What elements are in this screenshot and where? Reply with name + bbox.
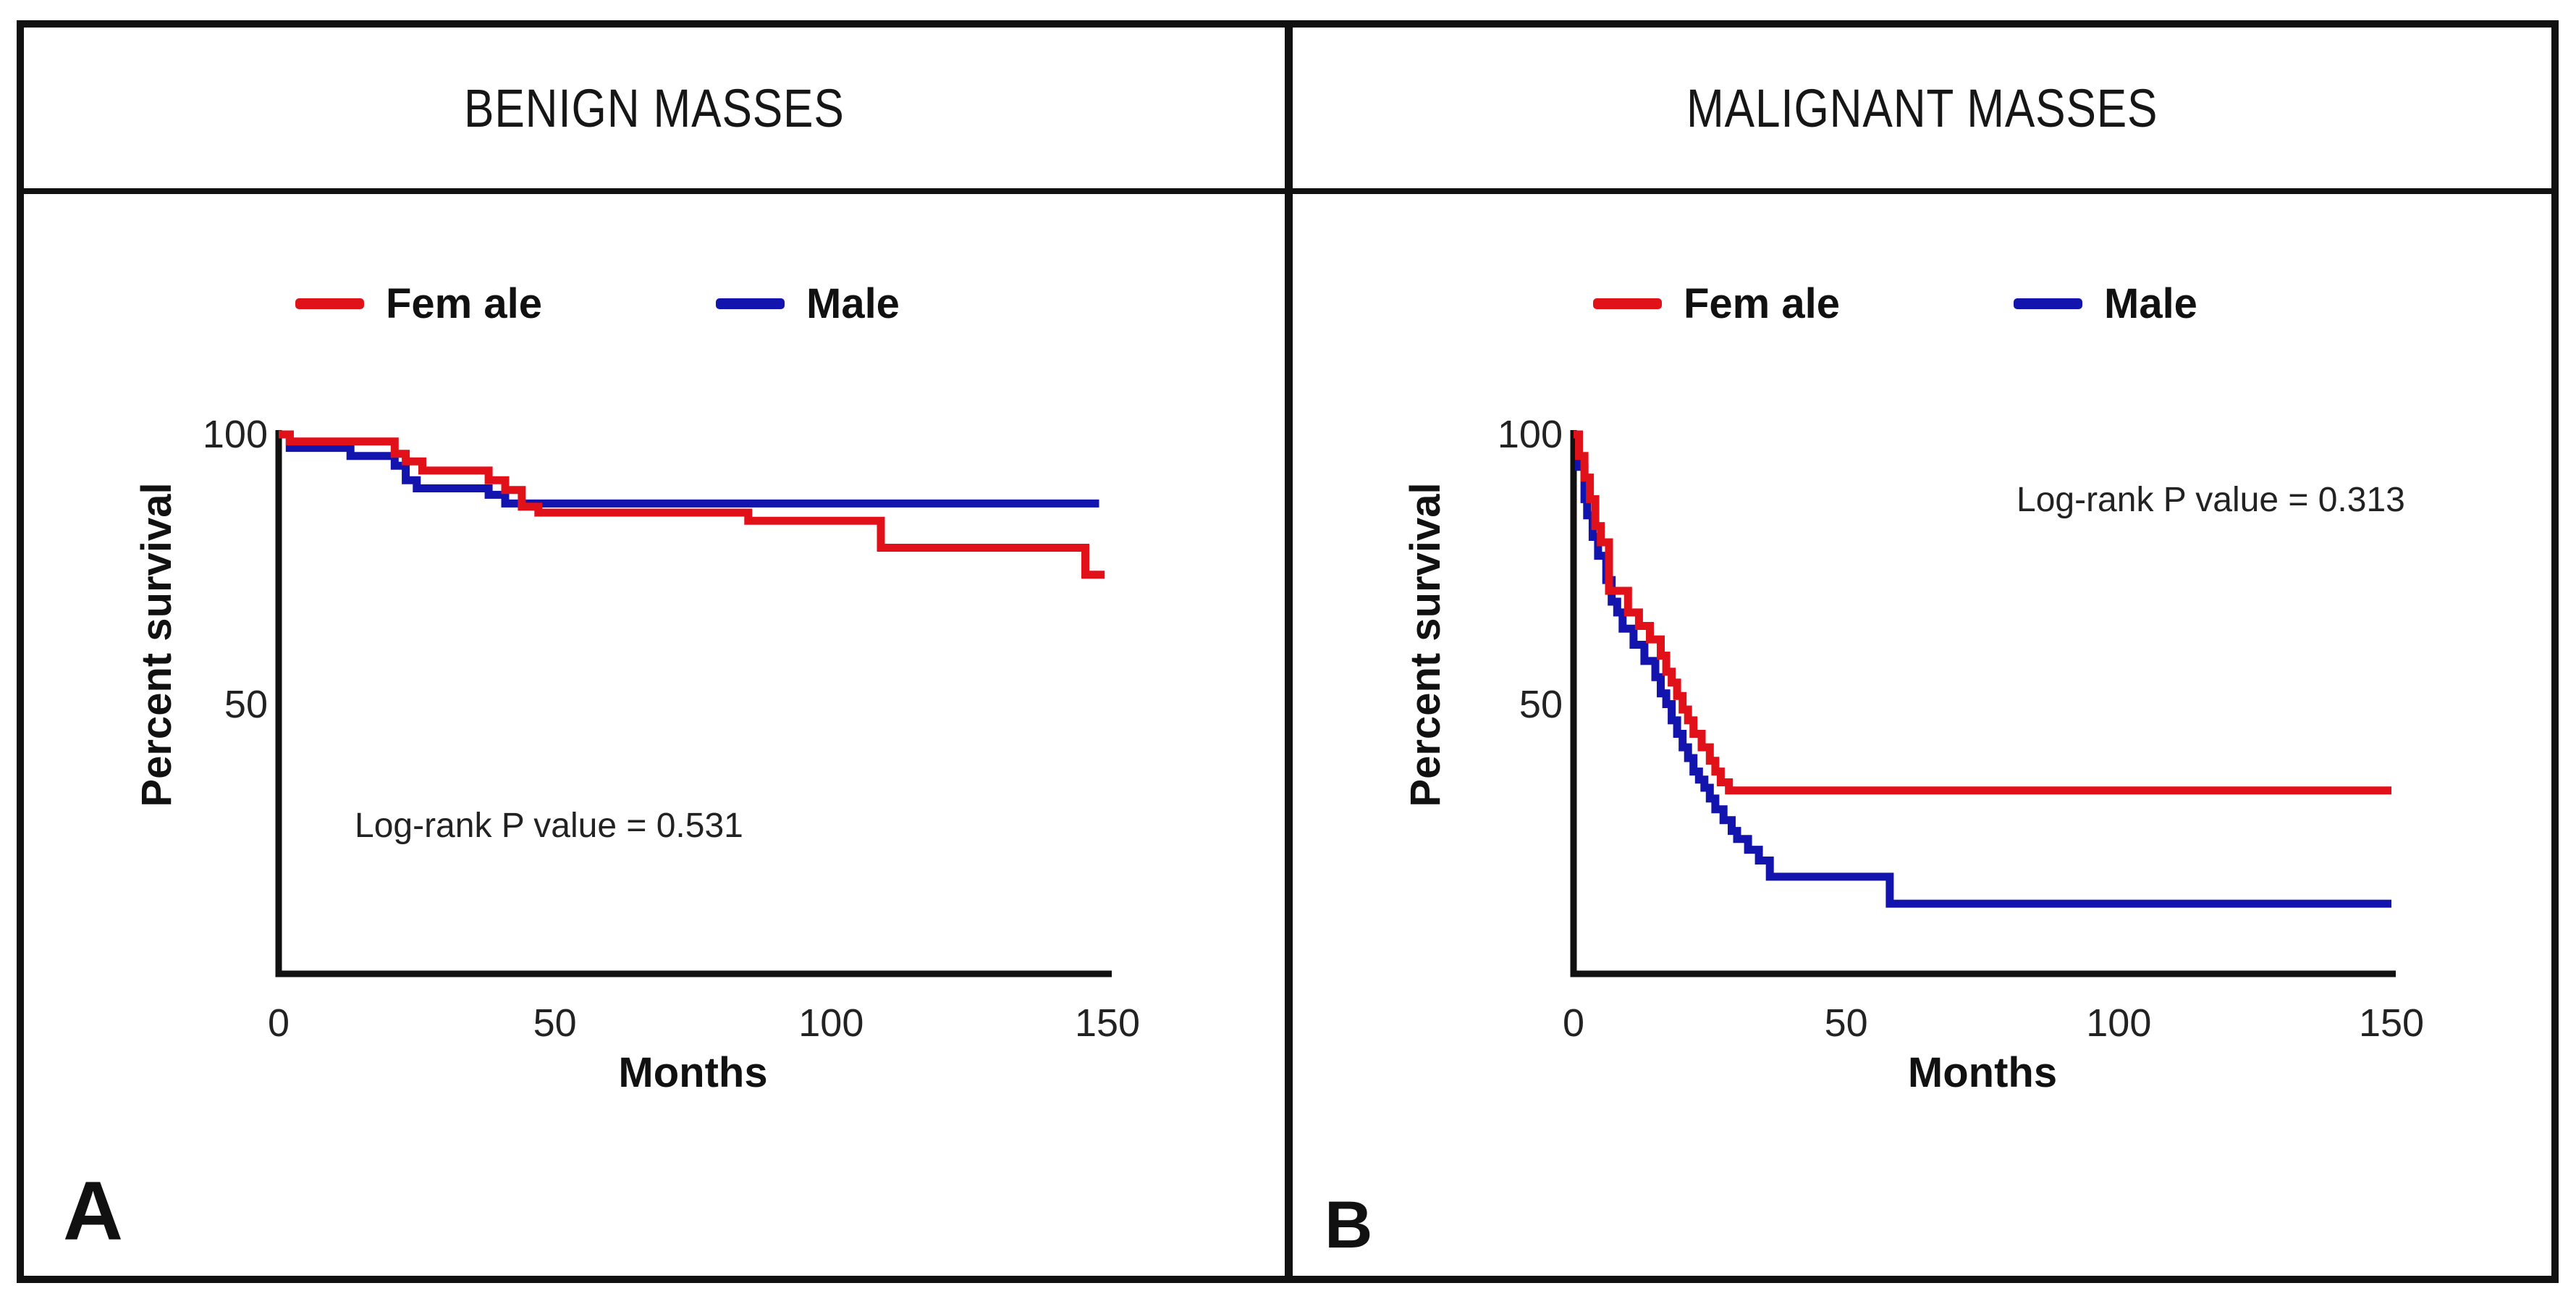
legend-label-male: Male	[806, 279, 900, 327]
x-tick-label: 150	[1074, 1001, 1141, 1045]
female-line-swatch	[295, 298, 364, 309]
axes	[1570, 430, 2396, 977]
y-tick-label: 50	[224, 682, 268, 726]
x-tick-label: 150	[2358, 1001, 2425, 1045]
panel-b-legend: Fem ale Male	[1293, 277, 2551, 329]
panel-a-title-cell: BENIGN MASSES	[24, 28, 1293, 188]
female-line-swatch	[1593, 298, 1662, 309]
x-tick-label: 100	[2086, 1001, 2152, 1045]
x-tick-label: 0	[1562, 1001, 1585, 1045]
x-axis-label: Months	[1907, 1049, 2058, 1096]
panel-letter-b: B	[1325, 1188, 1373, 1262]
panel-benign: Fem ale Male Percent survival Months Log…	[24, 194, 1293, 1276]
figure-frame: BENIGN MASSES MALIGNANT MASSES Fem ale M…	[17, 20, 2559, 1283]
male-line-swatch	[716, 298, 785, 309]
x-axis-label: Months	[618, 1049, 768, 1096]
legend-label-male: Male	[2104, 279, 2197, 327]
legend-item-male: Male	[716, 279, 900, 328]
x-tick-label: 0	[267, 1001, 290, 1045]
panel-letter-a: A	[63, 1165, 124, 1258]
legend-item-male: Male	[2014, 279, 2197, 328]
y-axis-label: Percent survival	[1402, 482, 1449, 807]
survival-curve-female	[279, 430, 1105, 579]
legend-label-female: Fem ale	[1684, 279, 1840, 327]
legend-item-female: Fem ale	[1593, 279, 1840, 328]
panel-malignant: Fem ale Male Percent survival Months Log…	[1293, 194, 2551, 1276]
figure-body: Fem ale Male Percent survival Months Log…	[24, 194, 2551, 1276]
x-tick-label: 100	[798, 1001, 864, 1045]
panel-b-title-cell: MALIGNANT MASSES	[1293, 28, 2551, 188]
x-tick-label: 50	[533, 1001, 577, 1045]
survival-plot-benign	[275, 430, 1112, 977]
x-tick-label: 50	[1824, 1001, 1868, 1045]
legend-item-female: Fem ale	[295, 279, 542, 328]
y-tick-label: 50	[1519, 682, 1563, 726]
axes	[275, 430, 1112, 977]
survival-plot-malignant	[1570, 430, 2396, 977]
legend-label-female: Fem ale	[386, 279, 542, 327]
male-line-swatch	[2014, 298, 2082, 309]
log-rank-annotation: Log-rank P value = 0.531	[355, 807, 743, 845]
survival-curve-female	[1574, 430, 2391, 795]
y-tick-label: 100	[1497, 413, 1563, 456]
panel-b-title: MALIGNANT MASSES	[1686, 77, 2158, 138]
panel-a-legend: Fem ale Male	[24, 277, 1285, 329]
survival-curve-male	[1574, 430, 2391, 908]
log-rank-annotation: Log-rank P value = 0.313	[2017, 481, 2405, 519]
panel-a-title: BENIGN MASSES	[464, 77, 845, 138]
survival-curve-male	[279, 430, 1099, 508]
y-tick-label: 100	[202, 413, 268, 456]
figure-header: BENIGN MASSES MALIGNANT MASSES	[24, 28, 2551, 194]
